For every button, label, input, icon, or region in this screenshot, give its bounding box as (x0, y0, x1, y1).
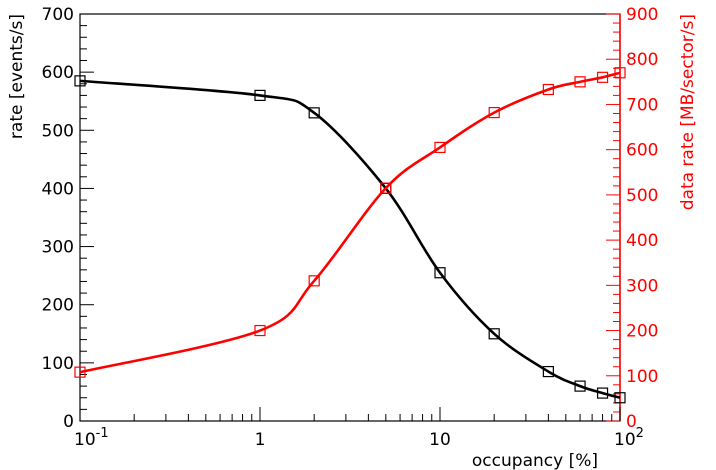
x-axis: 10-1 1 10 102 (74, 407, 644, 450)
series-1-point (614, 392, 626, 404)
y-tick-label: 300 (42, 238, 74, 258)
y-tick-label: 600 (42, 63, 74, 83)
series-2-point (254, 324, 266, 337)
series-1-point (596, 387, 609, 399)
y-tick-label: 700 (42, 5, 74, 25)
y-right-tick-label: 300 (626, 276, 658, 296)
series-1-point (74, 75, 86, 87)
series-2-point (74, 366, 86, 378)
y-tick-label: 200 (42, 296, 74, 316)
y-right-tick-label: 200 (626, 322, 658, 342)
series-2-point (308, 275, 320, 287)
series-2-line (79, 71, 621, 374)
series-1-point (254, 89, 266, 102)
series-layer (74, 67, 626, 404)
series-1-point (308, 107, 320, 119)
series-2-point (434, 141, 446, 154)
series-1-line (79, 79, 621, 399)
series-1-point (434, 267, 446, 279)
y-right-tick-label: 100 (626, 367, 658, 387)
y-tick-label: 400 (42, 179, 74, 199)
y-right-tick-label: 900 (626, 5, 658, 25)
series-2-point (542, 83, 554, 96)
x-axis-title: occupancy [%] (472, 451, 598, 470)
y-right-tick-label: 500 (626, 186, 658, 206)
y-right-axis-title: data rate [MB/sector/s] (678, 14, 698, 210)
right-axis: 0 100 200 300 400 500 600 700 800 900 (606, 5, 658, 432)
x-tick-label: 102 (614, 426, 644, 450)
y-tick-label: 0 (63, 412, 74, 432)
series-1-point (542, 365, 554, 378)
series-2-point (614, 67, 626, 79)
series-2-point (596, 71, 609, 83)
y-axis-title: rate [events/s] (7, 14, 27, 139)
y-right-tick-label: 0 (626, 412, 637, 432)
y-right-tick-label: 400 (626, 231, 658, 251)
series-2-point (380, 182, 392, 194)
plot-frame (79, 13, 621, 422)
series-1-point (488, 328, 500, 340)
y-right-tick-label: 800 (626, 50, 658, 70)
x-tick-label: 10-1 (74, 426, 109, 450)
series-2-point (488, 106, 500, 119)
x-tick-label: 10 (429, 430, 451, 450)
left-axis: 0 100 200 300 400 500 600 700 (42, 5, 94, 432)
y-right-tick-label: 700 (626, 95, 658, 115)
y-tick-label: 500 (42, 121, 74, 141)
x-tick-label: 1 (255, 430, 266, 450)
series-2-point (574, 76, 586, 88)
series-1-point (574, 380, 586, 392)
y-right-tick-label: 600 (626, 141, 658, 161)
y-tick-label: 100 (42, 354, 74, 374)
